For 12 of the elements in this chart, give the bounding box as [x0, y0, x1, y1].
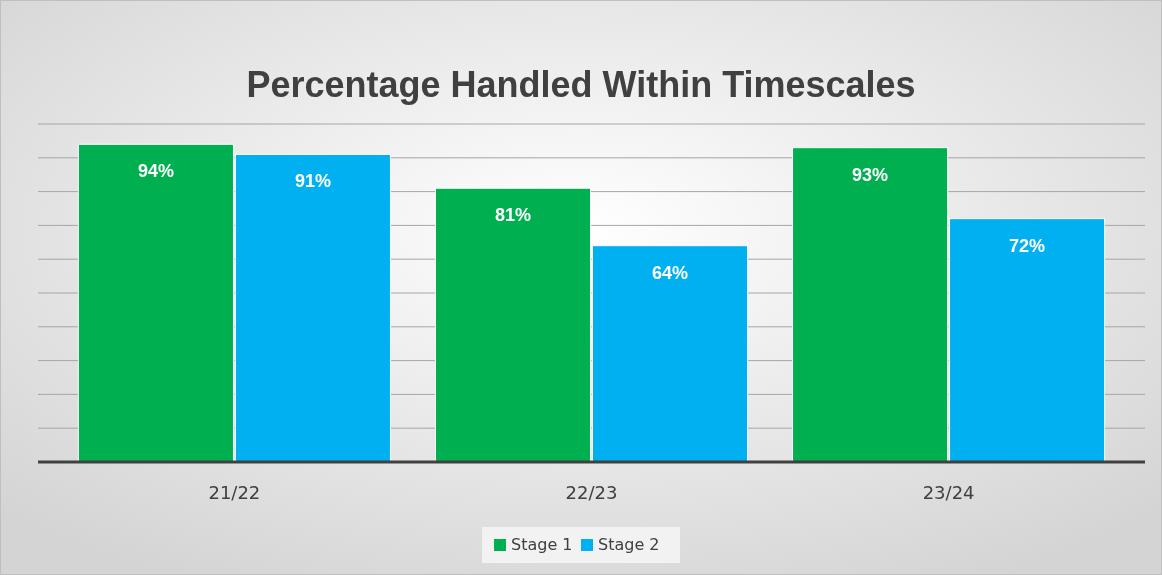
data-label: 64%	[651, 262, 689, 283]
data-label: 91%	[294, 171, 331, 192]
text: Stage 1	[511, 535, 573, 554]
chart-title: Percentage Handled Within Timescales	[246, 64, 916, 105]
legend-label: Stage 2	[598, 535, 660, 554]
x-tick-label: 22/23	[565, 482, 618, 503]
x-tick-label: 23/24	[922, 482, 975, 503]
data-label: 93%	[852, 164, 889, 185]
data-label: 94%	[137, 161, 174, 182]
data-label: 72%	[1009, 235, 1046, 256]
x-tick-label: 21/22	[208, 482, 261, 503]
data-label: 81%	[494, 205, 532, 226]
